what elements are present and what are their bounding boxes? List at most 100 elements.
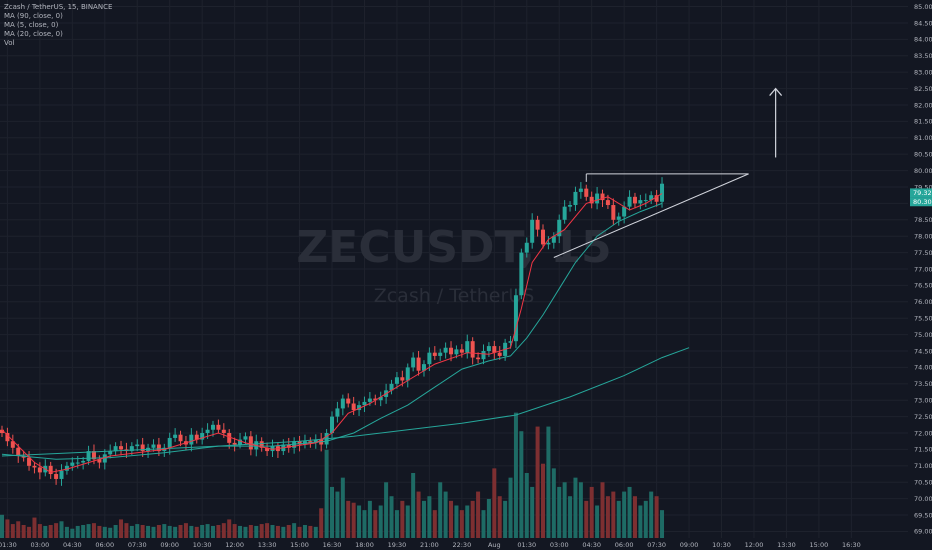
- price-axis-bg: [908, 0, 932, 550]
- volume-bar: [486, 499, 491, 538]
- candle-body: [27, 457, 32, 466]
- time-tick-label: 16:30: [842, 541, 861, 549]
- candle-body: [37, 467, 42, 473]
- volume-bar: [238, 525, 243, 538]
- volume-bar: [48, 525, 53, 538]
- volume-bar: [400, 500, 405, 538]
- candle: [140, 437, 145, 457]
- volume-bar: [611, 491, 616, 538]
- candle: [459, 344, 464, 358]
- legend-volume: Vol: [4, 39, 15, 47]
- volume-bar: [573, 477, 578, 538]
- legend-symbol: Zcash / TetherUS, 15, BINANCE: [4, 3, 113, 11]
- price-tick-label: 73.00: [914, 397, 932, 405]
- time-axis-bg: [0, 538, 932, 550]
- candle: [32, 461, 37, 474]
- volume-bar: [146, 525, 151, 538]
- candle-body: [313, 439, 318, 443]
- candle: [595, 186, 600, 210]
- volume-bar: [248, 525, 253, 538]
- volume-bar: [362, 510, 367, 538]
- volume-bar: [21, 525, 26, 538]
- volume-bar: [16, 521, 21, 538]
- candle-body: [97, 459, 102, 463]
- candle-body: [308, 441, 313, 443]
- candle: [81, 456, 86, 470]
- candle-body: [470, 341, 475, 358]
- ma-5-line: [1, 193, 663, 473]
- candle: [660, 177, 665, 208]
- candle-body: [102, 454, 107, 463]
- volume-bar: [508, 477, 513, 538]
- volume-bar: [183, 523, 188, 538]
- volume-bar: [97, 525, 102, 538]
- time-tick-label: 07:30: [647, 541, 666, 549]
- candle: [535, 215, 540, 237]
- candle-body: [200, 433, 205, 440]
- candle-body: [394, 377, 399, 384]
- price-tick-label: 74.00: [914, 364, 932, 372]
- candle-body: [91, 451, 96, 460]
- volume-bar: [167, 525, 172, 538]
- candle-body: [605, 200, 610, 206]
- price-tick-label: 80.50: [914, 150, 932, 158]
- candle-body: [513, 295, 518, 342]
- candle: [119, 440, 124, 456]
- candle-body: [297, 441, 302, 445]
- candle-body: [54, 474, 59, 479]
- candle-body: [427, 352, 432, 365]
- candle: [541, 224, 545, 249]
- volume-bar: [275, 525, 280, 538]
- price-tick-label: 84.50: [914, 19, 932, 27]
- volume-bar: [254, 525, 259, 538]
- volume-bar: [465, 505, 470, 538]
- volume-bar: [319, 508, 324, 538]
- candle: [37, 462, 42, 480]
- volume-bar: [405, 505, 410, 538]
- candle: [167, 432, 172, 455]
- volume-bar: [622, 491, 627, 538]
- candle-body: [221, 429, 226, 434]
- volume-bar: [541, 463, 545, 538]
- candle-body: [81, 460, 86, 463]
- candle: [524, 237, 529, 258]
- time-axis: 01:30 03:00 04:30 06:00 07:30 09:00 10:30 12:00…: [0, 538, 932, 550]
- candle: [340, 394, 345, 416]
- time-tick-label: 12:00: [745, 541, 764, 549]
- volume-bar: [470, 500, 475, 538]
- candle: [449, 341, 454, 362]
- time-tick-label: 01:30: [517, 541, 536, 549]
- candle: [622, 201, 627, 224]
- candle-body: [459, 349, 464, 353]
- volume-bar: [432, 510, 437, 538]
- price-tick-label: 84.00: [914, 36, 932, 44]
- time-tick-label: 03:00: [31, 541, 50, 549]
- candle: [589, 191, 594, 209]
- time-tick-label: 04:30: [63, 541, 82, 549]
- candle-body: [584, 188, 589, 197]
- volume-bar: [81, 525, 86, 538]
- candle-body: [238, 439, 243, 445]
- candle-body: [557, 219, 562, 237]
- volume-bar: [194, 526, 199, 538]
- candle: [568, 201, 573, 212]
- volume-bar: [330, 486, 335, 538]
- candle: [265, 442, 270, 456]
- candle-body: [248, 436, 253, 450]
- volume-bar: [584, 500, 589, 538]
- candle: [335, 401, 340, 423]
- volume-bar: [43, 525, 48, 538]
- candle-body: [562, 206, 567, 220]
- volume-bar: [59, 521, 64, 538]
- price-tick-label: 78.50: [914, 216, 932, 224]
- candle-body: [643, 200, 648, 202]
- price-tick-label: 74.50: [914, 347, 932, 355]
- candle-body: [86, 451, 91, 461]
- time-tick-label: 15:00: [810, 541, 829, 549]
- candle-body: [357, 405, 362, 411]
- candle: [75, 455, 80, 469]
- candle-body: [649, 195, 654, 201]
- price-tag: [910, 197, 932, 207]
- candle-body: [546, 242, 551, 245]
